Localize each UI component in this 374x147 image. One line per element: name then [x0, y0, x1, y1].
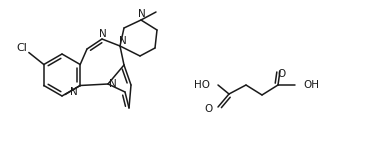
Text: O: O: [205, 104, 213, 114]
Text: N: N: [138, 9, 146, 19]
Text: Cl: Cl: [16, 42, 27, 52]
Text: N: N: [109, 79, 117, 89]
Text: OH: OH: [303, 80, 319, 90]
Text: N: N: [119, 36, 127, 46]
Text: O: O: [278, 69, 286, 79]
Text: N: N: [99, 29, 107, 39]
Text: HO: HO: [194, 80, 210, 90]
Text: N: N: [70, 86, 78, 96]
